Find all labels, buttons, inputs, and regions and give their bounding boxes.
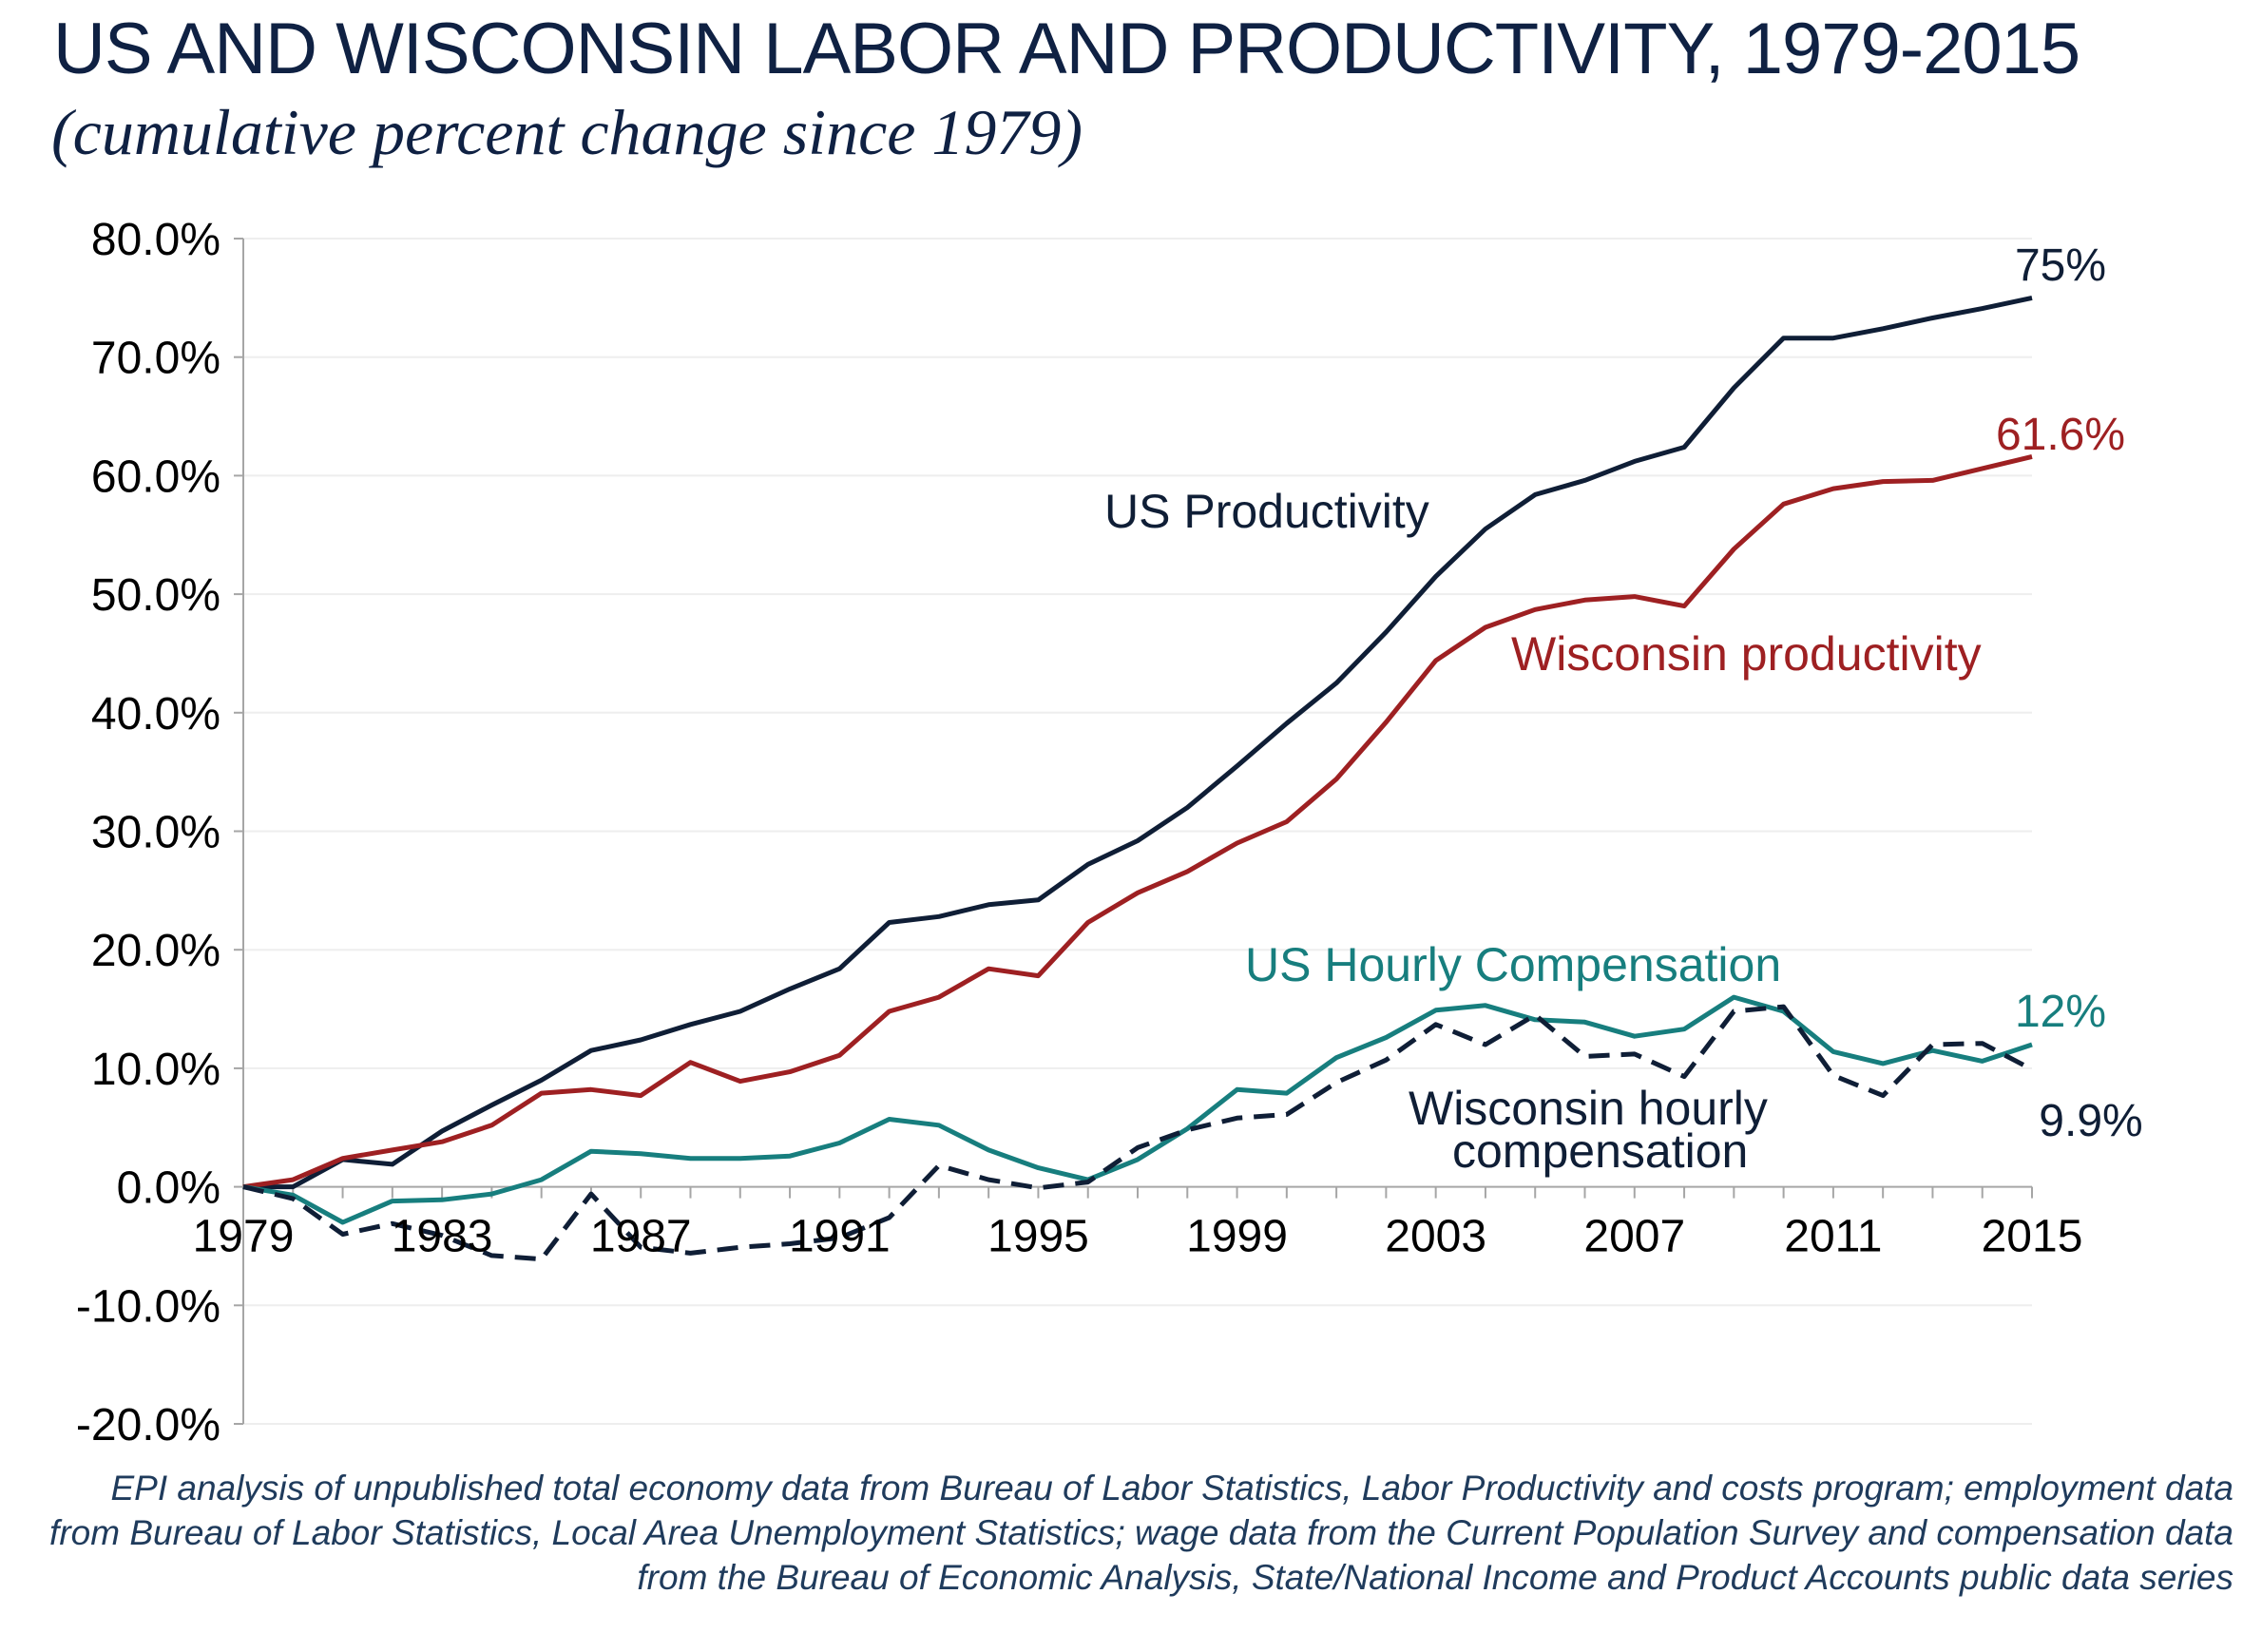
label-wisconsin-productivity: Wisconsin productivity — [1511, 627, 1982, 681]
y-tick-label: 20.0% — [91, 926, 220, 976]
y-tick-label: -20.0% — [76, 1400, 220, 1450]
end-value-labels: 75% 61.6% 12% 9.9% — [1996, 240, 2143, 1146]
end-label-wisconsin-productivity: 61.6% — [1996, 410, 2125, 460]
label-us-hourly-compensation: US Hourly Compensation — [1245, 938, 1781, 991]
x-tick-label: 1987 — [590, 1212, 692, 1262]
y-tick-label: 40.0% — [91, 689, 220, 740]
y-tick-label: 60.0% — [91, 451, 220, 502]
y-tick-label: 80.0% — [91, 215, 220, 265]
x-tick-label: 2015 — [1982, 1212, 2083, 1262]
y-tick-label: 70.0% — [91, 334, 220, 384]
series-lines — [242, 295, 2034, 1262]
end-label-us-productivity: 75% — [2015, 240, 2106, 291]
source-note: EPI analysis of unpublished total econom… — [49, 1469, 2233, 1597]
x-tick-label: 1991 — [789, 1212, 891, 1262]
y-tick-label: 50.0% — [91, 570, 220, 621]
axes — [234, 238, 2033, 1425]
end-label-wisconsin-hourly-compensation: 9.9% — [2039, 1096, 2142, 1146]
series-line-us-hourly-compensation — [242, 994, 2033, 1225]
x-tick-labels: 1979 1983 1987 1991 1995 1999 2003 2007 2011 2015 — [193, 1212, 2083, 1262]
x-tick-label: 1983 — [392, 1212, 493, 1262]
y-tick-label: -10.0% — [76, 1281, 220, 1332]
x-tick-label: 1979 — [193, 1212, 295, 1262]
x-tick-label: 2011 — [1784, 1212, 1882, 1262]
series-line-us-productivity — [243, 295, 2033, 1190]
series-labels: US Productivity Wisconsin productivity U… — [1104, 485, 1982, 1178]
label-us-productivity: US Productivity — [1104, 485, 1429, 538]
y-tick-label: 30.0% — [91, 808, 220, 858]
x-tick-label: 1995 — [987, 1212, 1089, 1262]
label-wisconsin-hourly: Wisconsin hourly — [1409, 1082, 1768, 1135]
grid-lines — [243, 238, 2032, 1425]
chart-subtitle: (cumulative percent change since 1979) — [51, 96, 1083, 168]
end-label-us-hourly-compensation: 12% — [2015, 987, 2106, 1037]
chart-title: US AND WISCONSIN LABOR AND PRODUCTIVITY,… — [53, 9, 2080, 89]
y-tick-label: 10.0% — [91, 1045, 220, 1095]
series-line-wisconsin-hourly-compensation — [242, 1004, 2034, 1262]
x-tick-label: 1999 — [1186, 1212, 1288, 1262]
series-line-wisconsin-productivity — [242, 453, 2033, 1190]
x-tick-label: 2003 — [1385, 1212, 1486, 1262]
y-tick-labels: 80.0% 70.0% 60.0% 50.0% 40.0% 30.0% 20.0% 10.0%… — [76, 215, 220, 1450]
x-tick-label: 2007 — [1583, 1212, 1685, 1262]
label-compensation: compensation — [1452, 1124, 1748, 1178]
y-tick-label: 0.0% — [117, 1163, 220, 1214]
